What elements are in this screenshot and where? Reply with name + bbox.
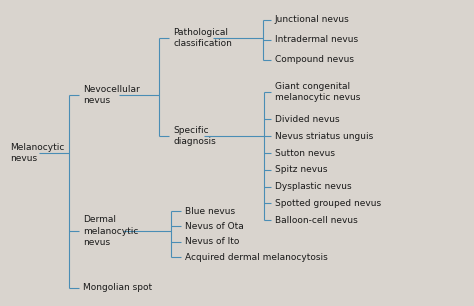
Text: Acquired dermal melanocytosis: Acquired dermal melanocytosis [185, 252, 328, 262]
Text: Nevocellular
nevus: Nevocellular nevus [83, 85, 140, 105]
Text: Nevus striatus unguis: Nevus striatus unguis [275, 132, 373, 141]
Text: Specific
diagnosis: Specific diagnosis [173, 126, 216, 146]
Text: Giant congenital
melanocytic nevus: Giant congenital melanocytic nevus [275, 82, 360, 102]
Text: Nevus of Ito: Nevus of Ito [185, 237, 239, 246]
Text: Balloon-cell nevus: Balloon-cell nevus [275, 216, 358, 225]
Text: Sutton nevus: Sutton nevus [275, 148, 335, 158]
Text: Blue nevus: Blue nevus [185, 207, 235, 216]
Text: Junctional nevus: Junctional nevus [275, 15, 350, 24]
Text: Melanocytic
nevus: Melanocytic nevus [10, 143, 65, 163]
Text: Spotted grouped nevus: Spotted grouped nevus [275, 199, 381, 208]
Text: Nevus of Ota: Nevus of Ota [185, 222, 244, 231]
Text: Intradermal nevus: Intradermal nevus [275, 35, 358, 44]
Text: Spitz nevus: Spitz nevus [275, 165, 328, 174]
Text: Dermal
melanocytic
nevus: Dermal melanocytic nevus [83, 215, 138, 247]
Text: Divided nevus: Divided nevus [275, 115, 339, 124]
Text: Compound nevus: Compound nevus [275, 55, 354, 64]
Text: Mongolian spot: Mongolian spot [83, 283, 152, 292]
Text: Dysplastic nevus: Dysplastic nevus [275, 182, 352, 191]
Text: Pathological
classification: Pathological classification [173, 28, 232, 48]
